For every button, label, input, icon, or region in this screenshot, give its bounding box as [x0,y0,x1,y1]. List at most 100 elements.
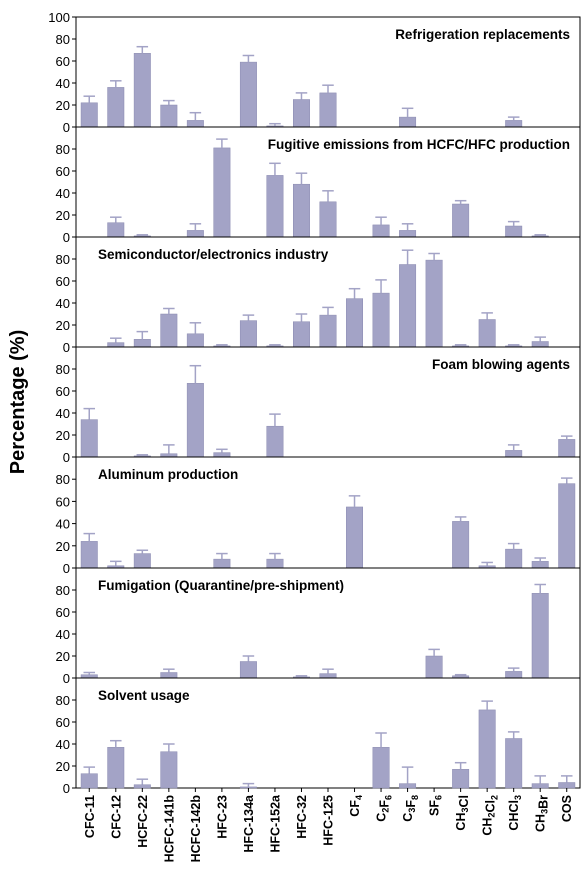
y-tick-label: 60 [56,715,70,730]
bar-SF6 [425,259,443,348]
bar-HCFC-142b [186,230,204,238]
bar-HFC-134a [239,661,257,679]
bar-HCFC-142b [186,383,204,458]
bar-CHCl3 [505,671,523,679]
bar-CFC-12 [107,342,125,348]
bar-CH3Cl [452,769,470,789]
y-tick-label: 0 [63,450,70,465]
bar-CF4 [346,506,363,569]
panel-title: Refrigeration replacements [395,27,570,42]
x-tick-label: CH3Cl [454,795,471,831]
bar-COS [558,439,576,458]
y-tick-label: 60 [56,605,70,620]
bar-CFC-11 [80,541,98,569]
bar-HFC-125 [319,314,337,348]
panel-title: Fumigation (Quarantine/pre-shipment) [98,578,344,593]
bar-CHCl3 [505,738,523,789]
bar-CHCl3 [505,120,523,128]
y-tick-label: 0 [63,230,70,245]
bar-CFC-11 [80,773,98,789]
y-tick-label: 40 [56,627,70,642]
bar-C3F8 [399,264,417,348]
panel-1: 0 20 40 60 80 100 Refrigeration replacements [48,10,581,135]
panel-4: 0 20 40 60 80 Foam blowing agents [56,346,581,465]
bar-COS [558,483,576,569]
bar-HCFC-22 [133,339,151,348]
y-tick-label: 40 [56,517,70,532]
bar-CH3Cl [452,203,470,238]
bar-HFC-23 [213,452,231,458]
y-tick-label: 80 [56,583,70,598]
y-tick-label: 0 [63,340,70,355]
bar-HCFC-141b [160,313,178,348]
y-tick-label: 20 [56,649,70,664]
bar-HCFC-22 [133,53,151,128]
bar-CFC-12 [107,747,125,789]
bar-HCFC-142b [186,120,204,128]
bar-CH3Br [531,783,549,789]
bar-CH2Cl2 [478,709,496,789]
x-tick-label: CFC-12 [109,795,123,839]
y-tick-label: 0 [63,781,70,796]
bar-CHCl3 [505,225,523,238]
bar-CH3Br [531,593,549,679]
x-tick-label: CH3Br [534,795,551,832]
bar-HFC-134a [239,61,257,128]
bar-HFC-125 [319,201,337,238]
y-tick-label: 80 [56,32,70,47]
y-tick-label: 40 [56,186,70,201]
y-tick-label: 80 [56,142,70,157]
bar-HCFC-141b [160,672,178,679]
bar-HCFC-22 [133,553,151,569]
y-tick-label: 60 [56,494,70,509]
bar-C2F6 [372,747,390,789]
y-tick-label: 100 [48,10,70,25]
bar-HFC-32 [293,99,310,128]
panel-2: 0 20 40 60 80 Fugitive emissions from HCFC/HF… [56,126,581,245]
panel-title: Semiconductor/electronics industry [98,247,329,262]
x-tick-label: HCFC-141b [162,795,176,863]
panel-7: 0 20 40 60 80 Solvent usage [56,677,581,796]
x-tick-label: HFC-134a [242,794,256,853]
x-tick-label: HCFC-22 [136,795,150,848]
y-tick-label: 0 [63,561,70,576]
panel-title: Foam blowing agents [432,357,570,372]
bar-HFC-23 [213,558,231,569]
x-tick-label: HCFC-142b [189,795,203,863]
bar-HFC-152a [266,175,284,238]
bar-HCFC-141b [160,751,178,789]
bar-CH3Br [531,341,549,348]
bar-HFC-32 [293,321,310,348]
bar-CH2Cl2 [478,319,496,348]
x-tick-label: HFC-23 [215,795,229,839]
bar-COS [558,782,576,789]
bar-SF6 [425,655,443,679]
y-tick-label: 0 [63,120,70,135]
x-tick-label: C3F8 [401,795,420,822]
y-tick-label: 40 [56,76,70,91]
y-tick-label: 60 [56,54,70,69]
y-tick-label: 20 [56,208,70,223]
y-tick-label: 0 [63,671,70,686]
panel-3: 0 20 40 60 80 Semiconductor/electronics indus… [56,236,581,355]
y-tick-label: 20 [56,759,70,774]
y-tick-label: 20 [56,428,70,443]
bar-C2F6 [372,292,390,348]
x-tick-label: CF4 [348,795,364,817]
panel-title: Solvent usage [98,688,190,703]
bar-C2F6 [372,224,390,238]
bar-CH3Br [531,561,549,569]
bar-HCFC-141b [160,104,178,128]
y-tick-label: 60 [56,274,70,289]
y-tick-label: 80 [56,362,70,377]
x-tick-label: COS [560,795,574,822]
x-tick-label: HFC-152a [268,794,282,853]
bar-HFC-32 [293,183,310,238]
x-tick-label: HFC-32 [295,795,309,839]
bar-HCFC-22 [133,784,151,789]
bar-HFC-152a [266,425,284,458]
bar-HFC-152a [266,558,284,569]
x-tick-label: C2F6 [375,795,394,822]
